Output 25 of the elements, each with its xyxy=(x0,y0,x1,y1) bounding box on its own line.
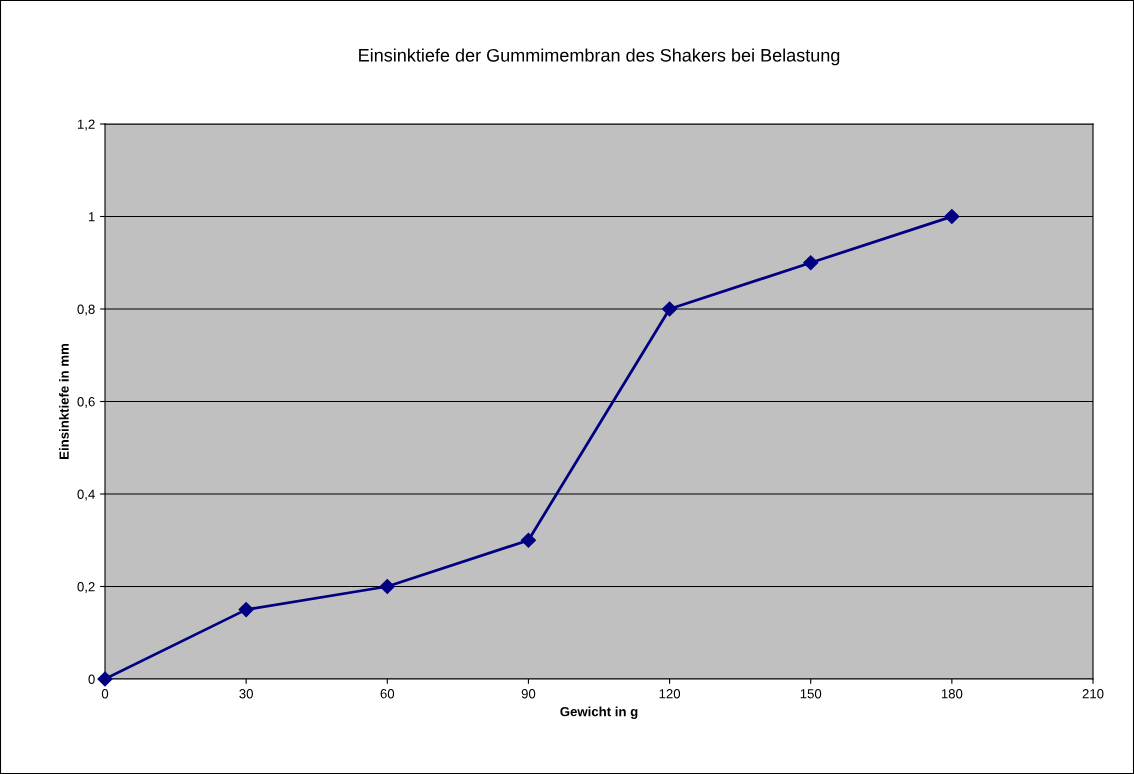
x-tick-label: 0 xyxy=(101,689,109,699)
y-tick-label: 1 xyxy=(88,212,95,222)
point xyxy=(520,532,536,548)
point xyxy=(662,301,678,317)
x-tick-label: 90 xyxy=(521,689,536,699)
y-axis-title: Einsinktiefe in mm xyxy=(59,344,69,459)
point xyxy=(238,602,254,618)
chart-title: Einsinktiefe der Gummimembran des Shakers bei Belastung xyxy=(359,48,840,66)
point xyxy=(379,578,395,595)
point xyxy=(803,255,819,271)
y-tick-label: 0,6 xyxy=(77,397,95,408)
x-tick-label: 150 xyxy=(800,689,822,699)
y-tick-label: 0,2 xyxy=(77,582,95,593)
y-tick-label: 0 xyxy=(88,674,95,684)
y-tick-label: 1,2 xyxy=(77,119,95,131)
point xyxy=(97,671,113,687)
y-tick-label: 0,4 xyxy=(77,489,95,501)
y-tick-label: 0,8 xyxy=(77,304,95,316)
x-tick-label: 60 xyxy=(380,689,395,699)
x-axis-title: Gewicht in g xyxy=(560,706,638,719)
point xyxy=(944,208,960,225)
x-tick-label: 30 xyxy=(239,689,253,699)
x-tick-label: 180 xyxy=(941,689,963,699)
x-tick-label: 210 xyxy=(1082,689,1104,699)
x-tick-label: 120 xyxy=(659,689,681,699)
